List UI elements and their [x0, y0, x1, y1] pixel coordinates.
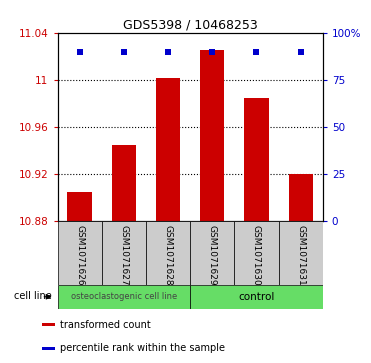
Text: GSM1071631: GSM1071631	[296, 225, 305, 285]
Text: percentile rank within the sample: percentile rank within the sample	[60, 343, 225, 353]
Bar	[68, 192, 92, 221]
Title: GDS5398 / 10468253: GDS5398 / 10468253	[123, 19, 257, 32]
Text: cell line: cell line	[14, 290, 52, 301]
Bar	[190, 285, 323, 309]
Bar	[42, 347, 55, 350]
Text: GSM1071630: GSM1071630	[252, 225, 261, 285]
Point	[121, 49, 127, 54]
Bar	[58, 285, 190, 309]
Bar	[190, 221, 234, 285]
Point	[209, 49, 215, 54]
Bar	[200, 50, 224, 221]
Text: osteoclastogenic cell line: osteoclastogenic cell line	[71, 292, 177, 301]
Text: GSM1071629: GSM1071629	[208, 225, 217, 285]
Bar	[156, 77, 180, 221]
Bar	[244, 98, 269, 221]
Bar	[279, 221, 323, 285]
Bar	[146, 221, 190, 285]
Text: transformed count: transformed count	[60, 320, 151, 330]
Point	[298, 49, 303, 54]
Bar	[112, 145, 136, 221]
Text: control: control	[238, 292, 275, 302]
Bar	[289, 174, 313, 221]
Text: GSM1071627: GSM1071627	[119, 225, 128, 285]
Point	[253, 49, 259, 54]
Point	[165, 49, 171, 54]
Bar	[58, 221, 102, 285]
Bar	[234, 221, 279, 285]
Text: GSM1071626: GSM1071626	[75, 225, 84, 285]
Bar	[102, 221, 146, 285]
Text: GSM1071628: GSM1071628	[164, 225, 173, 285]
Point	[77, 49, 83, 54]
Bar	[42, 323, 55, 326]
